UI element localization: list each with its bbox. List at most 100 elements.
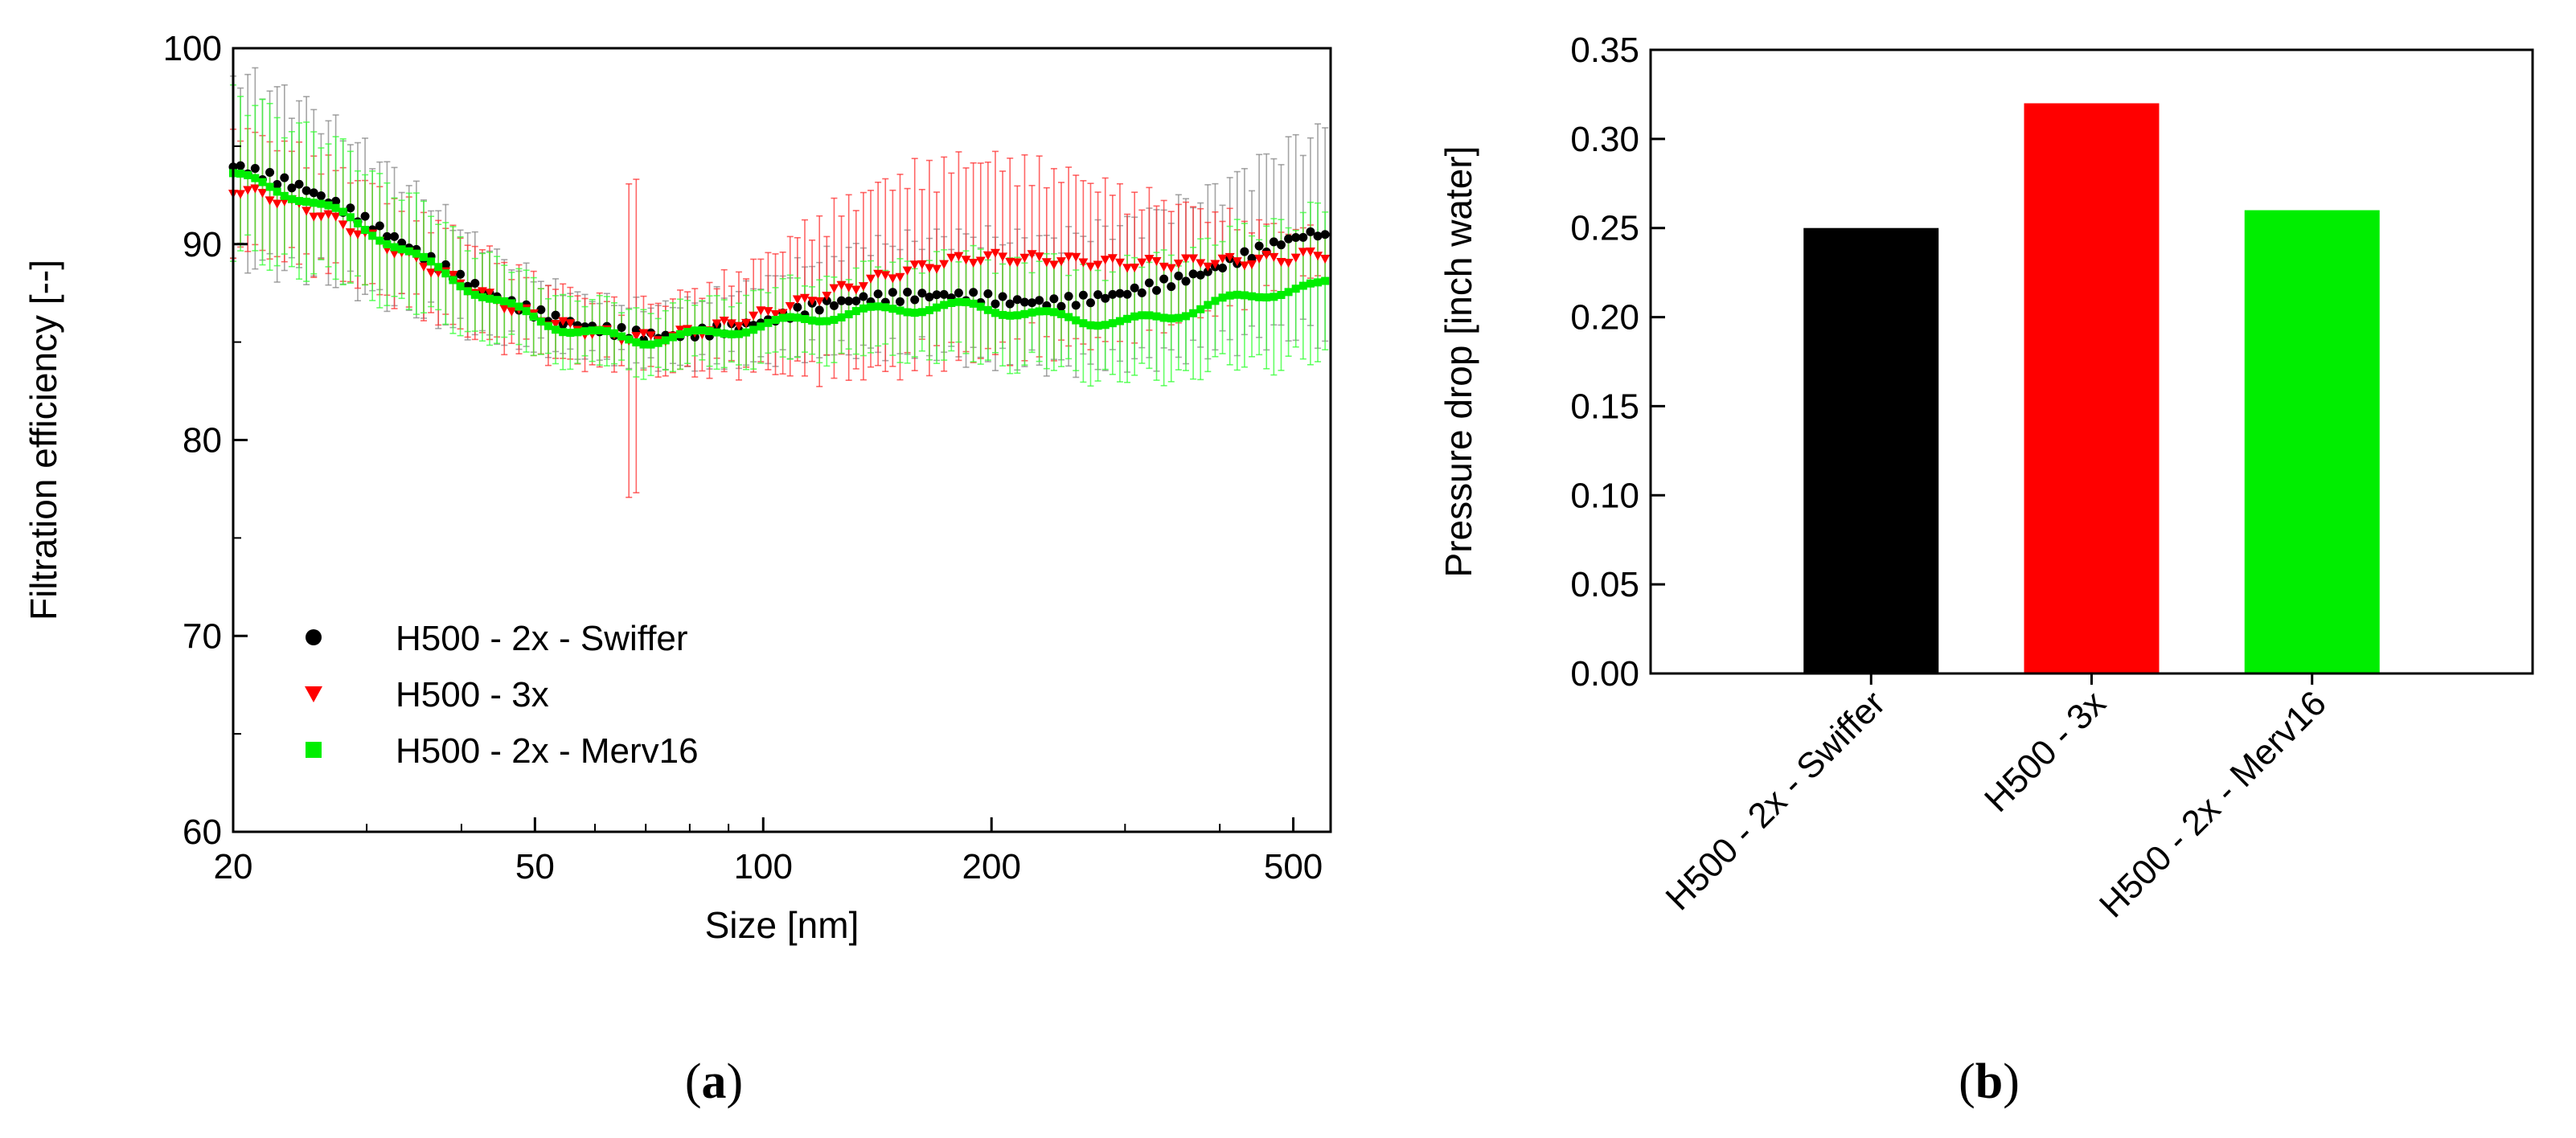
a-data-point [258, 178, 267, 186]
a-data-point [412, 249, 420, 258]
a-data-point [273, 179, 282, 189]
legend-marker-triangle [305, 686, 322, 702]
a-data-point [1144, 255, 1155, 264]
a-data-point [1035, 296, 1044, 305]
a-data-point [757, 322, 765, 331]
a-data-point [968, 258, 978, 268]
a-data-point [588, 326, 597, 335]
a-data-point [558, 317, 568, 326]
a-data-point [236, 190, 246, 199]
a-data-point [733, 321, 744, 331]
a-data-point [867, 302, 876, 311]
a-data-point [1056, 301, 1066, 311]
a-data-point [888, 274, 898, 284]
a-data-point [954, 297, 963, 306]
a-data-point [551, 319, 561, 329]
a-data-point [756, 306, 766, 316]
a-data-point [375, 236, 384, 245]
a-data-point [1298, 248, 1308, 257]
a-data-point [1203, 262, 1213, 272]
a-data-point [499, 304, 510, 313]
a-data-point [873, 289, 883, 299]
a-data-point [427, 257, 436, 266]
a-data-point [287, 194, 296, 203]
a-data-point [726, 319, 736, 329]
a-data-point [638, 329, 649, 338]
a-data-point [1151, 257, 1162, 267]
a-data-point [976, 302, 985, 311]
a-data-point [323, 210, 334, 219]
a-data-point [1086, 321, 1095, 330]
a-data-point [1283, 258, 1294, 268]
a-data-point [654, 338, 662, 347]
a-data-point [683, 328, 692, 337]
a-data-point [301, 207, 312, 216]
a-data-point [265, 196, 275, 206]
a-data-point [251, 174, 260, 182]
a-data-point [1174, 313, 1183, 322]
a-data-point [463, 287, 472, 296]
a-data-point [1041, 258, 1052, 268]
a-data-point [1057, 309, 1066, 318]
a-data-point [837, 296, 847, 305]
a-data-point [536, 305, 546, 314]
a-data-point [609, 329, 618, 338]
a-data-point [544, 321, 552, 330]
a-data-point [265, 167, 275, 177]
a-data-point [1166, 264, 1176, 273]
a-data-point [353, 219, 362, 228]
a-x-tick-label: 500 [1264, 847, 1323, 886]
a-data-point [925, 293, 934, 302]
a-data-point [361, 226, 370, 235]
a-data-point [309, 212, 319, 222]
legend-marker-circle [306, 629, 322, 645]
a-data-point [1071, 252, 1081, 262]
a-data-point [807, 297, 818, 306]
b-y-tick-label: 0.15 [1570, 387, 1639, 426]
a-data-point [536, 317, 545, 326]
a-data-point [1056, 257, 1067, 267]
a-data-point [1217, 254, 1228, 264]
a-data-point [836, 280, 847, 290]
a-data-point [1189, 309, 1198, 317]
a-data-point [1159, 313, 1168, 322]
a-data-point [1159, 262, 1169, 272]
a-y-tick-label: 60 [183, 813, 222, 852]
a-data-point [1224, 252, 1235, 262]
a-data-point [917, 289, 927, 298]
a-data-point [338, 207, 347, 216]
legend-label: H500 - 2x - Swiffer [396, 619, 688, 658]
a-data-point [910, 295, 920, 305]
a-data-point [470, 290, 479, 299]
a-data-point [456, 282, 465, 291]
a-data-point [668, 333, 677, 342]
a-data-point [830, 315, 839, 324]
a-data-point [851, 285, 861, 295]
a-data-point [1093, 290, 1103, 300]
a-data-point [470, 279, 480, 289]
a-data-point [1005, 299, 1015, 309]
a-data-point [236, 161, 245, 170]
a-data-point [1305, 248, 1315, 257]
a-x-tick-label: 50 [515, 847, 555, 886]
a-data-point [1239, 261, 1249, 271]
b-x-tick-label: H500 - 3x [1977, 683, 2114, 820]
a-data-point [632, 338, 641, 347]
a-data-point [961, 256, 971, 265]
a-data-point [1240, 291, 1249, 300]
legend-marker-square [306, 742, 322, 758]
a-data-point [917, 260, 927, 269]
a-data-point [434, 263, 443, 272]
a-data-point [770, 310, 781, 320]
a-data-point [1019, 253, 1030, 263]
a-data-point [888, 288, 897, 297]
b-y-tick-label: 0.10 [1570, 476, 1639, 515]
a-data-point [895, 297, 904, 306]
a-data-point [1291, 233, 1301, 243]
a-data-point [954, 252, 964, 261]
a-data-point [1290, 253, 1301, 263]
a-data-point [851, 297, 861, 306]
a-data-point [243, 186, 253, 195]
a-data-point [676, 330, 685, 338]
legend-label: H500 - 3x [396, 675, 549, 714]
